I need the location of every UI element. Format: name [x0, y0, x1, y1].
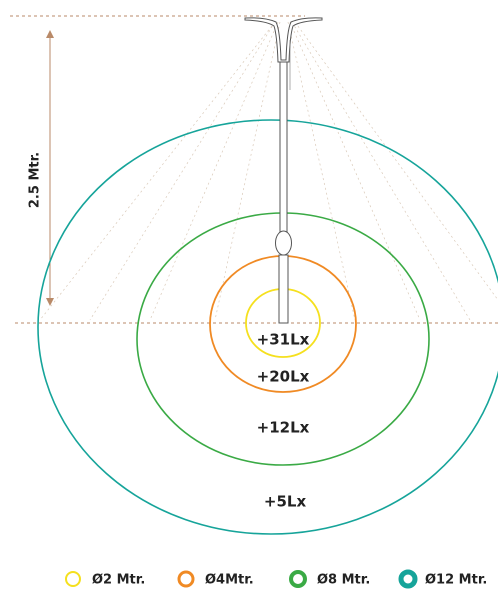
legend: Ø2 Mtr. Ø4Mtr. Ø8 Mtr. Ø12 Mtr. — [65, 569, 487, 589]
zone-label: +5Lx — [264, 493, 307, 511]
height-arrow — [46, 30, 54, 306]
zone-label: +31Lx — [257, 331, 310, 349]
legend-swatch — [177, 570, 195, 588]
legend-label: Ø8 Mtr. — [317, 573, 370, 588]
lamp-post — [244, 17, 323, 324]
light-cones — [39, 21, 498, 321]
legend-swatch — [398, 569, 418, 589]
zone-label: +12Lx — [257, 419, 310, 437]
zone-12m — [37, 119, 498, 535]
legend-label: Ø12 Mtr. — [425, 573, 487, 588]
height-label: 2.5 Mtr. — [28, 152, 43, 208]
zone-label: +20Lx — [257, 368, 310, 386]
legend-label: Ø2 Mtr. — [92, 573, 145, 588]
legend-label: Ø4Mtr. — [205, 573, 254, 588]
legend-swatch — [289, 570, 307, 588]
legend-swatch — [65, 571, 81, 587]
